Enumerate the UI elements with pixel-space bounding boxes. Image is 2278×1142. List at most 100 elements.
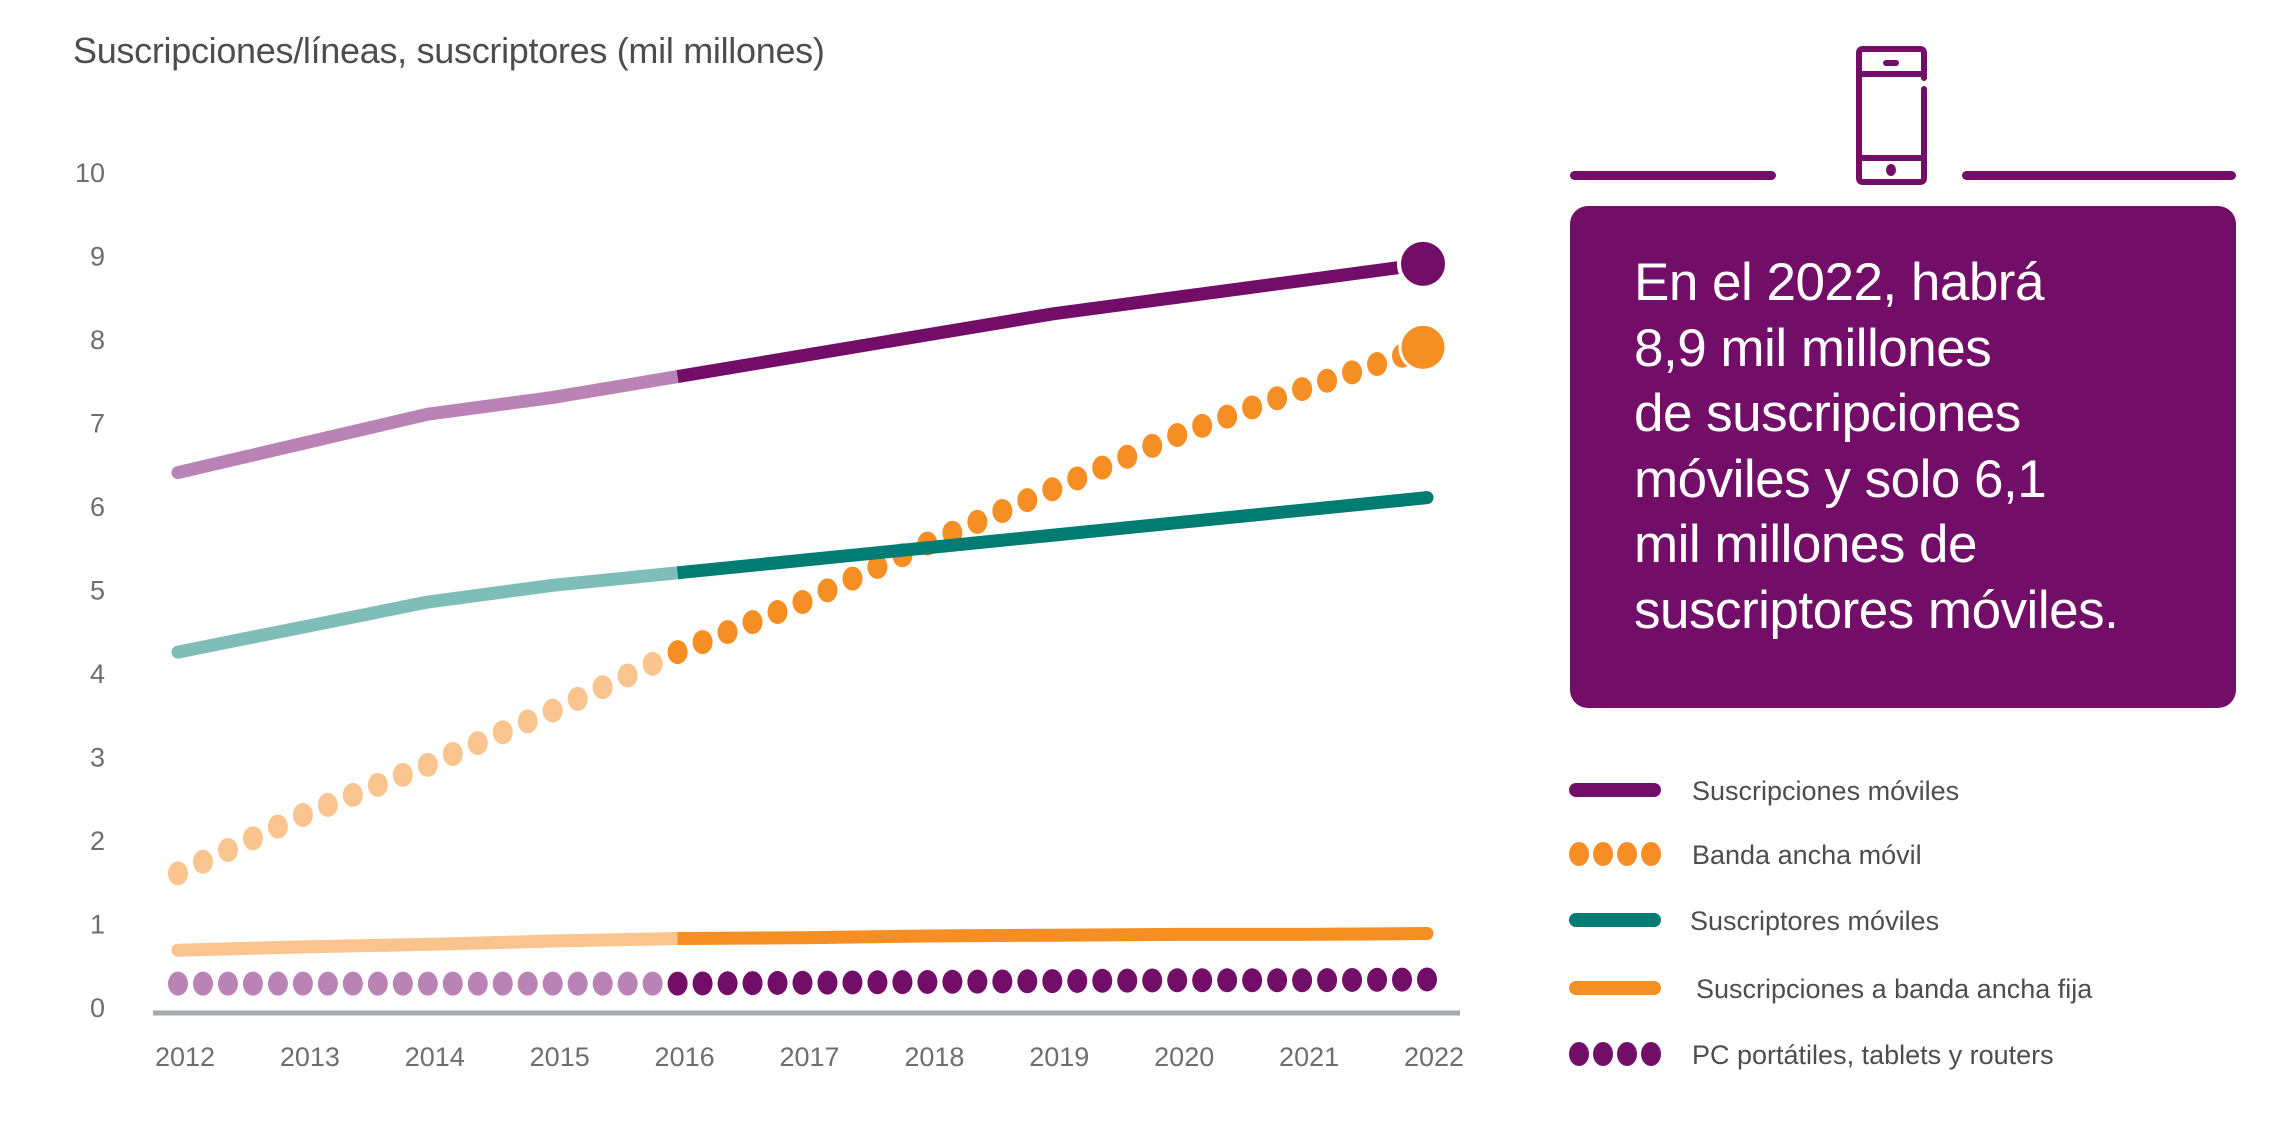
series-end-marker [1398,322,1448,372]
legend-item-suscripciones-moviles: Suscripciones móviles [1568,770,1959,810]
series-dot [1417,967,1437,992]
callout-line: mil millones de [1634,515,1978,574]
y-tick-label: 6 [90,492,105,522]
series-dot [992,969,1013,994]
series-dot [567,686,588,711]
series-dot [342,782,363,807]
series-dot [742,610,763,635]
series-dot [168,971,188,996]
series-suscriptores-m-viles [171,491,1434,659]
decorative-line-right [1962,171,2236,180]
series-dot [342,971,363,996]
y-tick-label: 9 [90,242,105,272]
series-dot [1142,433,1163,458]
series-dot [742,971,763,996]
series-dot [1317,368,1338,393]
callout-line: de suscripciones [1634,384,2021,443]
series-dot [392,971,413,996]
series-line-forecast [676,491,1428,580]
series-line-historic [171,370,685,480]
series-dot [1092,455,1113,480]
x-tick-label: 2015 [530,1042,590,1072]
series-dot [217,838,238,863]
series-dot [867,554,888,579]
callout-line: 8,9 mil millones [1634,318,1992,378]
series-dot [1292,377,1313,402]
series-dot [517,971,538,996]
x-tick-label: 2013 [280,1042,340,1072]
mobile-phone-icon [1856,46,1927,185]
series-dot [892,970,913,995]
series-dot [392,762,413,787]
y-tick-label: 10 [75,158,105,188]
series-dot [542,698,563,723]
series-dot [1267,968,1288,993]
legend-label: Banda ancha móvil [1692,840,1922,870]
chart-title: Suscripciones/líneas, suscriptores (mil … [73,30,825,71]
x-tick-label: 2012 [155,1042,215,1072]
legend-swatch-line [1569,783,1661,797]
series-dot [617,663,638,688]
legend-swatch-dots [1569,842,1661,866]
series-dot [642,971,663,996]
series-dot [1067,968,1088,993]
series-dot [168,861,188,886]
series-dot [442,741,463,766]
series-dot [1317,968,1338,993]
series-dot [1367,967,1388,992]
series-dot [617,971,638,996]
series-suscripciones-m-viles [171,237,1449,480]
legend-swatch-dots [1569,1042,1661,1066]
series-dot [317,971,338,996]
x-tick-label: 2019 [1029,1042,1089,1072]
legend-swatch-line [1569,981,1661,995]
series-dot [1167,968,1188,993]
y-tick-label: 5 [90,576,105,606]
series-dot [1242,968,1263,993]
series-dot [317,792,338,817]
y-tick-label: 7 [90,409,105,439]
series-dot [592,675,613,700]
series-dot [842,566,863,591]
series-dot [767,970,788,995]
series-dot [267,814,288,839]
series-dot [792,970,813,995]
series-dot [867,970,888,995]
series-dot [692,971,713,996]
series-dot [1017,488,1038,513]
series-dot [1042,477,1063,502]
series-dot [1017,969,1038,994]
legend-label: Suscriptores móviles [1690,906,1940,936]
series-dot [717,971,738,996]
callout-text: En el 2022, habrá 8,9 mil millones de su… [1634,250,2119,643]
series-dot [817,578,838,603]
y-tick-label: 2 [90,826,105,856]
series-dot [467,731,488,756]
y-tick-label: 4 [90,659,105,689]
series-dot [1217,968,1238,993]
series-dot [1042,969,1063,994]
series-dot [667,971,688,996]
series-dot [767,600,788,625]
series-dot [967,509,988,534]
series-dot [567,971,588,996]
series-dot [942,969,963,994]
legend-item-suscriptores-moviles: Suscriptores móviles [1568,900,1939,940]
series-line-end-cap [1420,491,1434,505]
series-dot [1192,413,1213,438]
legend-label: Suscripciones a banda ancha fija [1696,974,2093,1004]
series-dot [192,971,213,996]
legend-item-banda-ancha-movil: Banda ancha móvil [1568,834,1922,874]
series-dot [1067,466,1088,491]
series-dot [1167,423,1188,448]
series-dot [192,849,213,874]
series-dot [592,971,613,996]
x-tick-label: 2018 [904,1042,964,1072]
callout-line: En el 2022, habrá [1634,253,2044,312]
series-dot [417,752,438,777]
callout-line: móviles y solo 6,1 [1634,449,2047,509]
series-dot [1192,968,1213,993]
series-dot [492,720,513,745]
series-line-end-cap [1420,927,1434,941]
series-dot [792,590,813,615]
